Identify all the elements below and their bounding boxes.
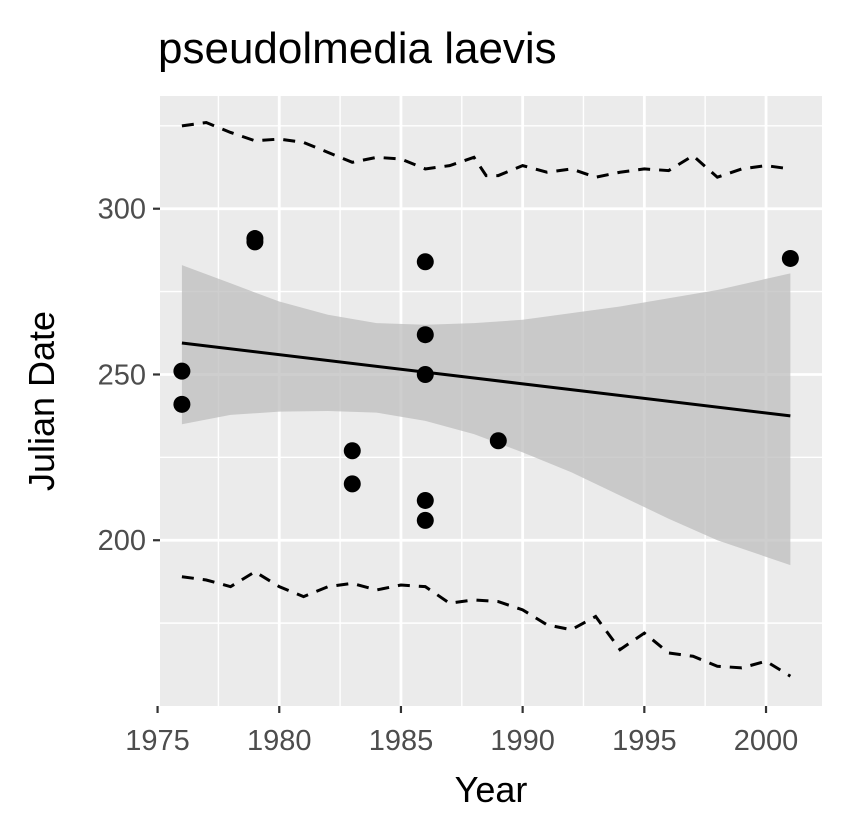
x-axis-ticks: 1975 1980 1985 1990 1995 2000 — [125, 706, 798, 757]
data-point — [416, 511, 434, 529]
x-tick-label: 2000 — [734, 725, 799, 757]
x-tick-label: 1985 — [369, 725, 434, 757]
y-axis-ticks: 200 250 300 — [98, 194, 160, 557]
y-tick-label: 200 — [98, 525, 146, 557]
x-tick-label: 1975 — [125, 725, 190, 757]
y-tick-label: 300 — [98, 194, 146, 226]
x-tick-label: 1980 — [247, 725, 312, 757]
data-point — [343, 475, 361, 493]
data-point — [173, 395, 191, 413]
data-point — [416, 326, 434, 344]
x-tick-label: 1995 — [612, 725, 677, 757]
lower-dashed-line — [181, 569, 792, 678]
data-point — [416, 365, 434, 383]
y-tick-label: 250 — [98, 359, 146, 391]
data-point — [416, 253, 434, 271]
data-point — [416, 491, 434, 509]
data-point — [173, 362, 191, 380]
y-axis-label: Julian Date — [21, 311, 62, 491]
x-axis-label: Year — [455, 769, 528, 810]
x-tick-label: 1990 — [490, 725, 555, 757]
data-point — [246, 233, 264, 251]
confidence-band — [181, 265, 791, 566]
data-point — [489, 432, 507, 450]
trend-line — [181, 341, 791, 418]
data-point — [781, 249, 799, 267]
chart-title: pseudolmedia laevis — [158, 24, 557, 73]
data-points — [173, 230, 799, 529]
data-point — [343, 442, 361, 460]
upper-dashed-line — [181, 120, 791, 179]
